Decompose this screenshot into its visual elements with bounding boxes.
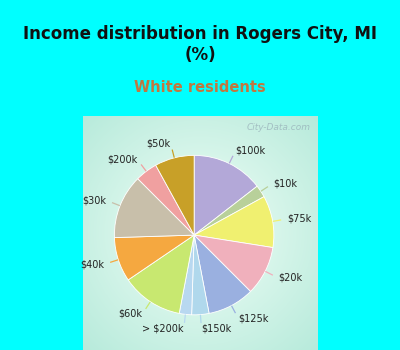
Text: > $200k: > $200k (142, 324, 184, 334)
Wedge shape (192, 235, 209, 315)
Text: White residents: White residents (134, 80, 266, 95)
Text: $150k: $150k (202, 324, 232, 334)
Wedge shape (194, 235, 250, 313)
Wedge shape (179, 235, 194, 315)
Wedge shape (194, 197, 274, 247)
Text: $10k: $10k (273, 178, 297, 188)
Wedge shape (128, 235, 194, 313)
Wedge shape (114, 179, 194, 238)
Text: Income distribution in Rogers City, MI
(%): Income distribution in Rogers City, MI (… (23, 26, 377, 64)
Text: $50k: $50k (147, 139, 171, 149)
Wedge shape (114, 235, 194, 280)
Text: $100k: $100k (236, 146, 266, 156)
Text: $200k: $200k (107, 155, 138, 165)
Text: City-Data.com: City-Data.com (246, 122, 310, 132)
Wedge shape (194, 235, 273, 292)
Wedge shape (194, 186, 264, 235)
Wedge shape (156, 155, 194, 235)
Text: $60k: $60k (118, 309, 142, 319)
Text: $30k: $30k (83, 195, 107, 205)
Wedge shape (194, 155, 257, 235)
Wedge shape (138, 165, 194, 235)
Text: $40k: $40k (81, 259, 105, 269)
Text: $75k: $75k (287, 214, 311, 224)
Text: $125k: $125k (238, 313, 268, 323)
Text: $20k: $20k (278, 273, 302, 283)
